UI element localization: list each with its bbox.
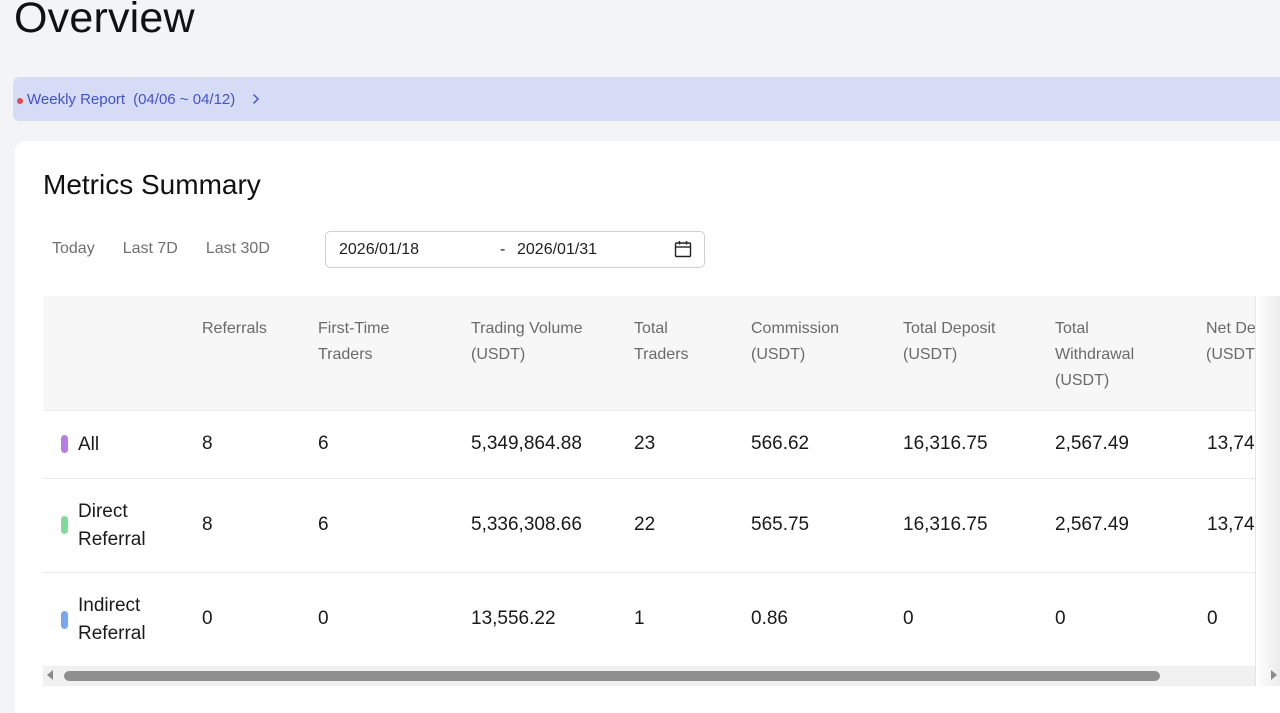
cell-referrals: 0 (202, 608, 213, 629)
cell-total-deposit: 0 (903, 608, 914, 629)
col-net-deposit: Net De (USDT (1206, 320, 1255, 363)
col-referrals: Referrals (202, 320, 267, 337)
cell-net-deposit: 0 (1207, 608, 1218, 629)
cell-total-deposit: 16,316.75 (903, 514, 988, 535)
cell-first-time-traders: 6 (318, 514, 329, 535)
cell-total-deposit: 16,316.75 (903, 433, 988, 454)
filter-last-7d[interactable]: Last 7D (122, 240, 178, 257)
cell-total-traders: 1 (634, 608, 645, 629)
chevron-right-icon (251, 93, 261, 105)
cell-net-deposit: 13,74 (1207, 514, 1255, 535)
col-trading-volume: Trading Volume (USDT) (471, 320, 583, 363)
date-separator: - (500, 240, 506, 258)
col-total-withdrawal: Total Withdrawal (USDT) (1055, 320, 1135, 389)
cell-commission: 0.86 (751, 608, 788, 629)
scroll-left-arrow-icon[interactable] (47, 670, 53, 680)
table-row-indirect-referral: Indirect Referral 0 0 13,556.22 1 0.86 0… (43, 573, 1255, 667)
cell-trading-volume: 5,349,864.88 (471, 433, 582, 454)
cell-first-time-traders: 0 (318, 608, 329, 629)
metrics-summary-title: Metrics Summary (43, 169, 261, 200)
col-first-time-traders: First-Time Traders (318, 320, 390, 363)
table-row-all: All 8 6 5,349,864.88 23 566.62 16,316.75… (43, 411, 1255, 479)
table-row-direct-referral: Direct Referral 8 6 5,336,308.66 22 565.… (43, 479, 1255, 573)
col-total-traders: Total Traders (634, 320, 689, 363)
row-label: Direct Referral (78, 501, 146, 550)
cell-first-time-traders: 6 (318, 433, 329, 454)
row-color-marker (61, 611, 68, 629)
cell-total-withdrawal: 2,567.49 (1055, 433, 1129, 454)
weekly-report-banner[interactable]: Weekly Report (04/06 ~ 04/12) (13, 77, 1280, 121)
cell-total-traders: 22 (634, 514, 656, 535)
filter-today[interactable]: Today (52, 240, 95, 257)
cell-referrals: 8 (202, 433, 213, 454)
row-label: All (78, 434, 100, 455)
cell-net-deposit: 13,74 (1207, 433, 1255, 454)
weekly-report-label: Weekly Report (27, 90, 126, 108)
unread-dot-icon (17, 98, 23, 104)
scroll-thumb[interactable] (64, 671, 1160, 681)
row-label: Indirect Referral (78, 595, 146, 644)
time-filter-tabs: Today Last 7D Last 30D (52, 240, 270, 258)
cell-commission: 565.75 (751, 514, 810, 535)
col-commission: Commission (USDT) (751, 320, 840, 363)
metrics-table: Referrals First-Time Traders Trading Vol… (43, 296, 1255, 686)
date-range-picker[interactable]: 2026/01/18 - 2026/01/31 (325, 231, 705, 268)
cell-referrals: 8 (202, 514, 213, 535)
metrics-summary-card: Metrics Summary Today Last 7D Last 30D 2… (15, 141, 1280, 713)
filter-last-30d[interactable]: Last 30D (205, 240, 270, 257)
table-header: Referrals First-Time Traders Trading Vol… (43, 296, 1255, 411)
row-color-marker (61, 435, 68, 453)
calendar-icon[interactable] (674, 240, 692, 258)
cell-commission: 566.62 (751, 433, 810, 454)
page-title: Overview (14, 0, 195, 42)
scroll-right-arrow-icon[interactable] (1271, 670, 1277, 680)
cell-total-withdrawal: 0 (1055, 608, 1066, 629)
table-scroll-shadow (1255, 296, 1280, 686)
cell-total-traders: 23 (634, 433, 656, 454)
weekly-report-range: (04/06 ~ 04/12) (133, 90, 236, 108)
cell-trading-volume: 5,336,308.66 (471, 514, 582, 535)
row-color-marker (61, 516, 68, 534)
cell-trading-volume: 13,556.22 (471, 608, 556, 629)
date-end[interactable]: 2026/01/31 (517, 240, 598, 258)
col-total-deposit: Total Deposit (USDT) (903, 320, 996, 363)
horizontal-scrollbar[interactable] (43, 666, 1277, 686)
cell-total-withdrawal: 2,567.49 (1055, 514, 1129, 535)
date-start[interactable]: 2026/01/18 (339, 240, 420, 258)
